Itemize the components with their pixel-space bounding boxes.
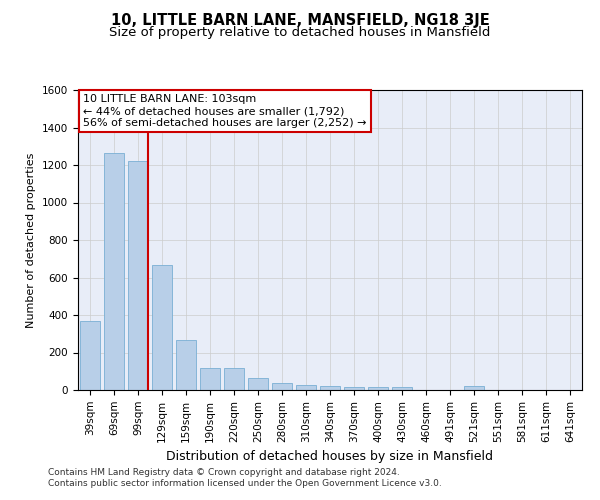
Y-axis label: Number of detached properties: Number of detached properties <box>26 152 37 328</box>
Text: 10, LITTLE BARN LANE, MANSFIELD, NG18 3JE: 10, LITTLE BARN LANE, MANSFIELD, NG18 3J… <box>110 12 490 28</box>
Bar <box>320 386 340 390</box>
Bar <box>392 387 412 390</box>
Bar <box>80 320 100 390</box>
Bar <box>464 386 484 390</box>
Bar <box>344 387 364 390</box>
Bar <box>272 384 292 390</box>
Bar <box>200 368 220 390</box>
Bar <box>128 161 148 390</box>
Bar <box>104 153 124 390</box>
Bar <box>224 368 244 390</box>
X-axis label: Distribution of detached houses by size in Mansfield: Distribution of detached houses by size … <box>167 450 493 463</box>
Text: 10 LITTLE BARN LANE: 103sqm
← 44% of detached houses are smaller (1,792)
56% of : 10 LITTLE BARN LANE: 103sqm ← 44% of det… <box>83 94 367 128</box>
Bar <box>248 378 268 390</box>
Text: Size of property relative to detached houses in Mansfield: Size of property relative to detached ho… <box>109 26 491 39</box>
Text: Contains HM Land Registry data © Crown copyright and database right 2024.
Contai: Contains HM Land Registry data © Crown c… <box>48 468 442 487</box>
Bar <box>152 266 172 390</box>
Bar <box>368 387 388 390</box>
Bar <box>176 340 196 390</box>
Bar <box>296 386 316 390</box>
